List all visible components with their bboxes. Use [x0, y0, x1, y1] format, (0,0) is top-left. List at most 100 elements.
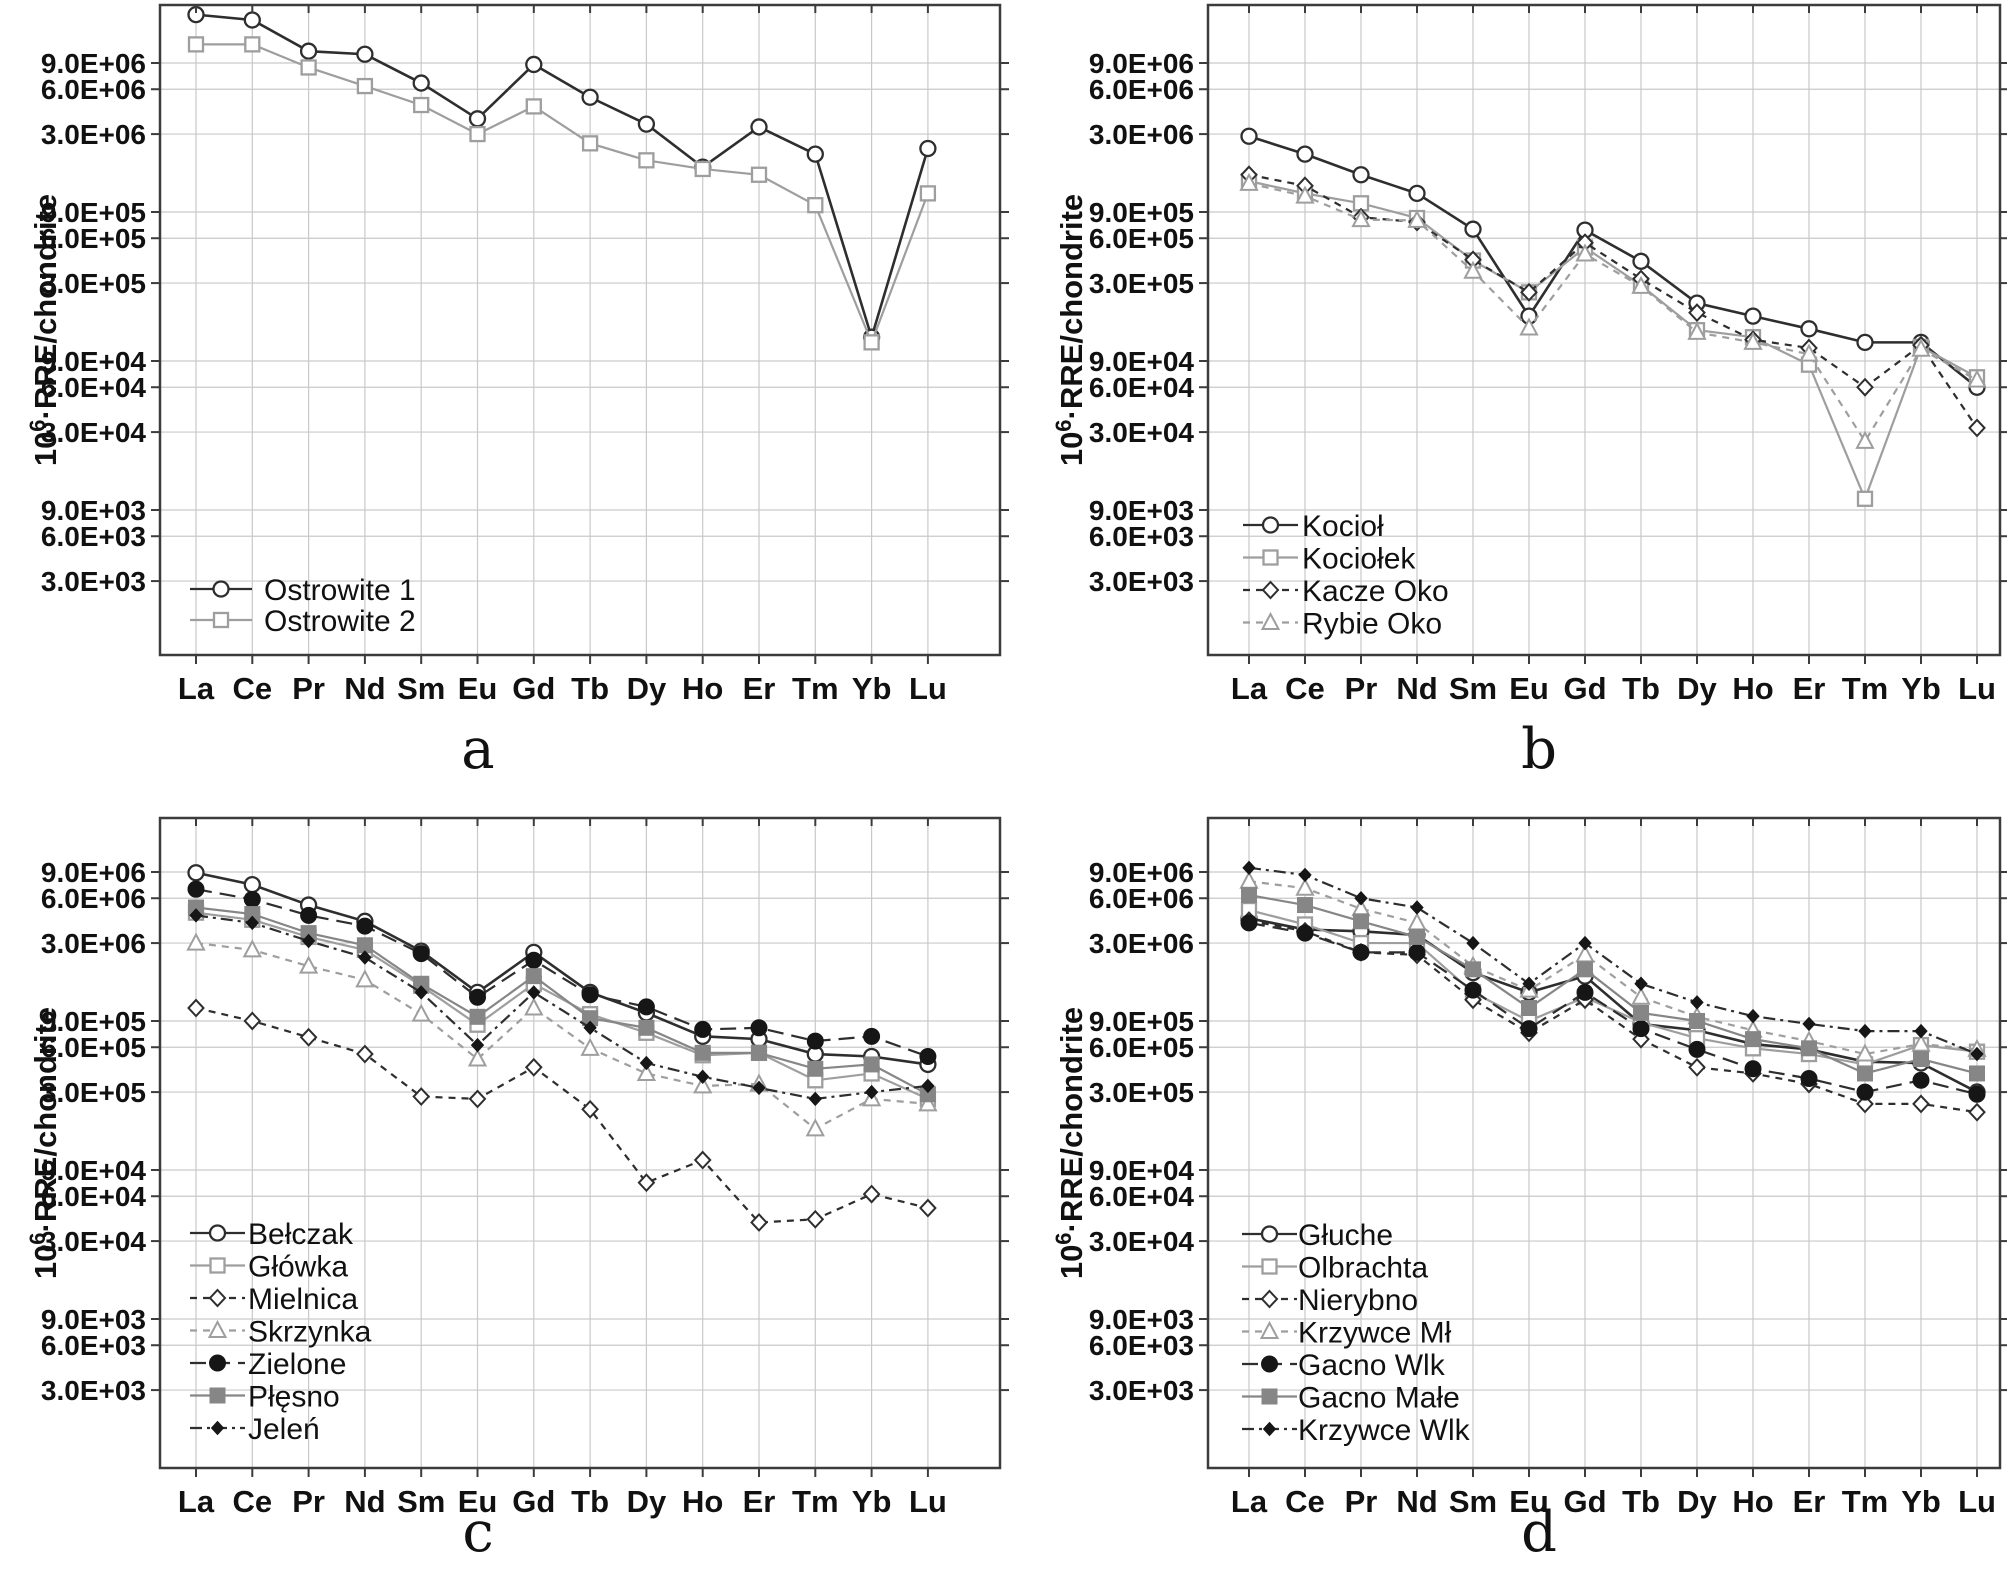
xtick-label: Tb: [1622, 671, 1660, 706]
ytick-label: 9.0E+05: [1089, 1006, 1194, 1037]
axes-a: 9.0E+066.0E+06 3.0E+06 9.0E+056.0E+05 3.0E+…: [41, 3, 1009, 706]
xtick-label: Nd: [344, 671, 385, 706]
y-axis-title: 106·RRE/chondrite: [1051, 1007, 1089, 1279]
ytick-label: 9.0E+05: [41, 1006, 146, 1037]
legend-label: Gacno Wlk: [1298, 1349, 1446, 1382]
xtick-label: Tb: [571, 1484, 609, 1519]
xtick-label: Nd: [1396, 1484, 1437, 1519]
xtick-label: Ho: [1732, 671, 1773, 706]
xtick-label: Ho: [682, 671, 723, 706]
xtick-label: Eu: [1509, 1484, 1549, 1519]
ytick-label: 6.0E+03: [41, 521, 146, 552]
ytick-label: 6.0E+05: [1089, 1032, 1194, 1063]
ytick-label: 9.0E+04: [1089, 1155, 1195, 1186]
series-Gacno Wlk: [1240, 914, 1986, 1103]
xtick-label: Tb: [571, 671, 609, 706]
ytick-label: 3.0E+05: [1089, 268, 1194, 299]
ytick-label: 3.0E+05: [41, 1077, 146, 1108]
xtick-label: La: [1231, 671, 1268, 706]
xtick-label: Nd: [1396, 671, 1437, 706]
legend-label: Krzywce Wlk: [1298, 1414, 1471, 1447]
legend-label: Ostrowite 2: [264, 605, 416, 638]
xtick-label: Sm: [1449, 1484, 1497, 1519]
ytick-label: 6.0E+03: [1089, 1330, 1194, 1361]
xtick-label: Gd: [1563, 1484, 1606, 1519]
ytick-label: 9.0E+03: [41, 495, 146, 526]
xtick-label: Pr: [292, 671, 325, 706]
xtick-label: Ho: [682, 1484, 723, 1519]
grid-c: [160, 818, 1000, 1468]
legend-label: Krzywce Mł: [1298, 1317, 1452, 1350]
xtick-label: Tm: [792, 671, 839, 706]
ytick-label: 6.0E+06: [1089, 883, 1194, 914]
ytick-label: 9.0E+03: [41, 1304, 146, 1335]
legend-label: Nierybno: [1298, 1284, 1418, 1317]
ytick-label: 3.0E+04: [1089, 417, 1195, 448]
xtick-label: Sm: [397, 671, 445, 706]
axes-b: 9.0E+066.0E+06 3.0E+06 9.0E+056.0E+05 3.0E+…: [1089, 3, 2007, 706]
legend-label: Skrzynka: [248, 1316, 372, 1349]
xtick-label: Gd: [512, 671, 555, 706]
panel-d-chart: 9.0E+066.0E+06 3.0E+06 9.0E+056.0E+05 3.0E+…: [1051, 816, 2007, 1519]
ytick-label: 3.0E+06: [41, 928, 146, 959]
ytick-label: 3.0E+03: [41, 566, 146, 597]
legend-label: Płęsno: [248, 1381, 340, 1414]
ytick-label: 9.0E+05: [41, 197, 146, 228]
panel-b-chart: 9.0E+066.0E+06 3.0E+06 9.0E+056.0E+05 3.0E+…: [1051, 3, 2007, 706]
xtick-label: Eu: [1509, 671, 1549, 706]
ytick-label: 6.0E+03: [1089, 521, 1194, 552]
xtick-label: Dy: [1677, 1484, 1717, 1519]
xtick-label: Sm: [397, 1484, 445, 1519]
xtick-label: Lu: [909, 1484, 947, 1519]
xtick-label: Dy: [1677, 671, 1717, 706]
ytick-label: 9.0E+06: [41, 857, 146, 888]
ytick-label: 3.0E+03: [1089, 566, 1194, 597]
ytick-label: 6.0E+06: [1089, 74, 1194, 105]
ytick-label: 6.0E+05: [41, 223, 146, 254]
ytick-label: 9.0E+03: [1089, 1304, 1194, 1335]
series-Jeleń: [189, 908, 935, 1107]
legend-label: Gacno Małe: [1298, 1382, 1460, 1415]
ytick-label: 6.0E+04: [41, 1181, 147, 1212]
ytick-label: 3.0E+06: [1089, 119, 1194, 150]
xtick-label: Ce: [232, 1484, 272, 1519]
legend-label: Kocioł: [1302, 510, 1384, 543]
legend-label: Jeleń: [248, 1413, 320, 1446]
xtick-label: Lu: [909, 671, 947, 706]
series-Krzywce Wlk: [1242, 860, 1984, 1062]
legend-label: Ostrowite 1: [264, 574, 416, 607]
ytick-label: 3.0E+06: [1089, 928, 1194, 959]
series-Rybie Oko: [1239, 172, 1987, 449]
xtick-label: Pr: [292, 1484, 325, 1519]
xtick-label: Ce: [232, 671, 272, 706]
xtick-label: Pr: [1345, 1484, 1378, 1519]
ytick-label: 6.0E+04: [1089, 1181, 1195, 1212]
panel-a-chart: 9.0E+066.0E+06 3.0E+06 9.0E+056.0E+05 3.0E+…: [25, 3, 1009, 706]
ytick-label: 9.0E+04: [41, 346, 147, 377]
panel-letter-a: a: [461, 717, 495, 782]
ytick-label: 3.0E+05: [1089, 1077, 1194, 1108]
ytick-label: 6.0E+04: [41, 372, 147, 403]
legend-label: Mielnica: [248, 1283, 358, 1316]
xtick-label: Yb: [1901, 671, 1941, 706]
ytick-label: 6.0E+03: [41, 1330, 146, 1361]
legend-label: Głuche: [1298, 1219, 1393, 1252]
ytick-label: 9.0E+04: [1089, 346, 1195, 377]
xtick-label: La: [1231, 1484, 1268, 1519]
ytick-label: 9.0E+03: [1089, 495, 1194, 526]
panel-c: 9.0E+06 6.0E+06 3.0E+06 9.0E+05 6.0E+05 3.0E+…: [0, 790, 1010, 1574]
panel-letter-b: b: [1521, 717, 1557, 782]
panel-d: 9.0E+06 6.0E+06 3.0E+06 9.0E+05 6.0E+05 3.0E+…: [1010, 790, 2007, 1574]
series-Ostrowite 2: [187, 36, 937, 351]
series-Ostrowite 1: [187, 5, 937, 346]
legend-label: Kacze Oko: [1302, 575, 1449, 608]
xtick-label: La: [178, 671, 215, 706]
ytick-label: 6.0E+04: [1089, 372, 1195, 403]
xtick-label: Gd: [512, 1484, 555, 1519]
xtick-label: Nd: [344, 1484, 385, 1519]
series-Płęsno: [188, 899, 936, 1103]
series-Zielone: [187, 880, 937, 1065]
ytick-label: 6.0E+06: [41, 74, 146, 105]
